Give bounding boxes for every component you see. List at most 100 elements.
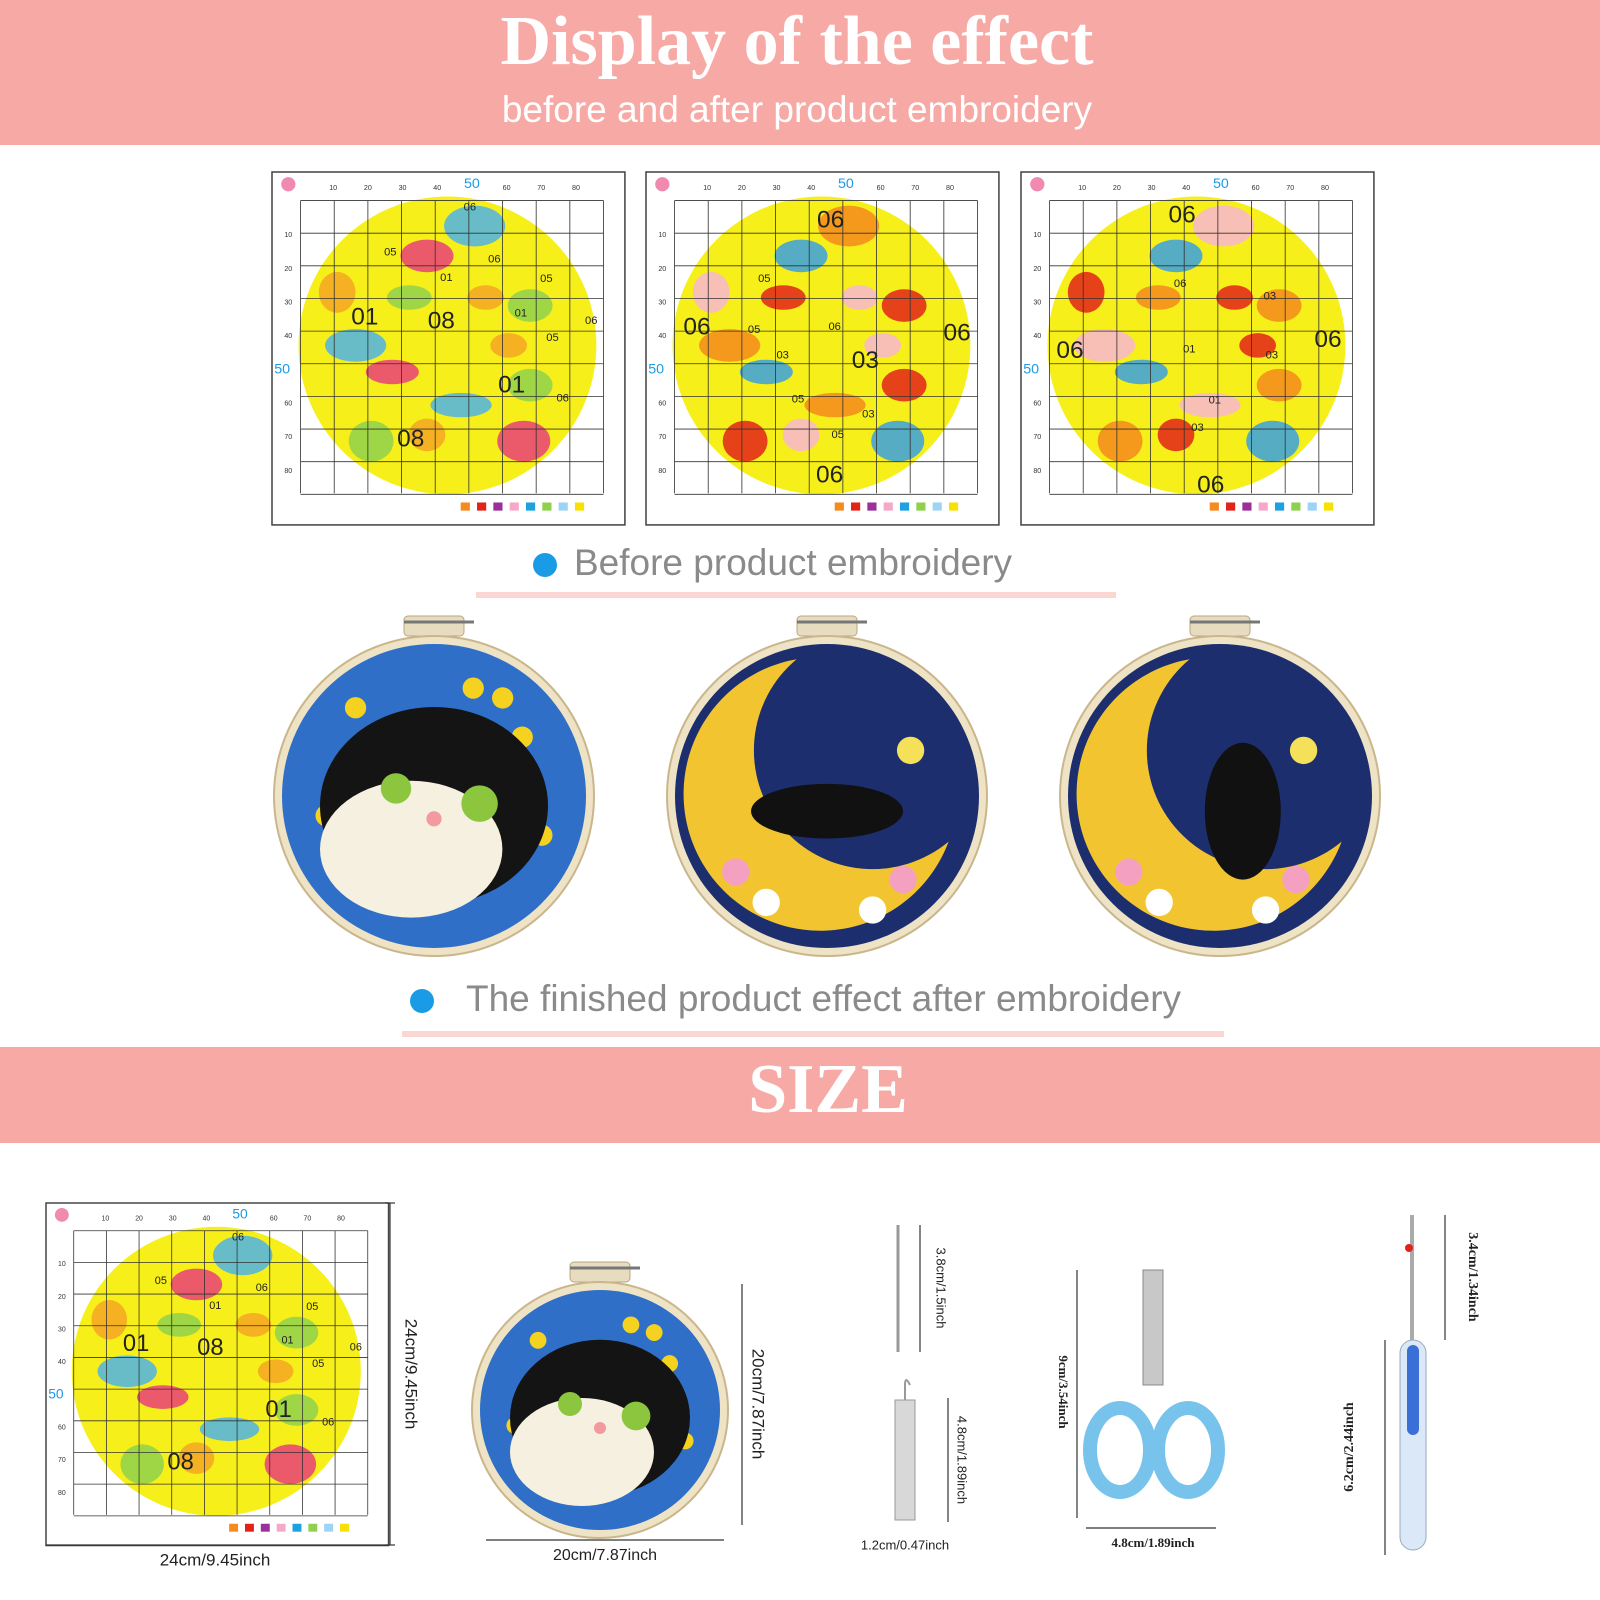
pattern-card: 10 20 30 40 50 60 70 80 10 20 30 40 50 60 70 80 06 05 06 01… [271, 171, 626, 526]
swatch [229, 1523, 239, 1532]
pattern-motif [1149, 239, 1203, 273]
axis-label: 80 [946, 184, 954, 192]
dimension-label: 24cm/9.45inch [402, 1319, 421, 1430]
axis-label: 30 [399, 184, 407, 192]
axis-label: 50 [48, 1386, 64, 1402]
eye [558, 1392, 582, 1416]
region-label: 08 [397, 426, 424, 453]
nose [594, 1422, 606, 1434]
pattern-motif [782, 418, 820, 452]
axis-label: 60 [58, 1425, 66, 1432]
region-label: 06 [556, 392, 568, 404]
pattern-motif [157, 1312, 202, 1337]
logo [1030, 177, 1045, 192]
region-label: 05 [384, 247, 396, 259]
axis-label: 70 [1033, 433, 1041, 441]
swatch [867, 502, 877, 511]
threader-wire [904, 1379, 911, 1400]
pattern-motif [170, 1268, 223, 1301]
region-label: 05 [832, 429, 844, 441]
pattern-card: 10 20 30 40 50 60 70 80 10 20 30 40 50 60 70 80 06 05 06 01… [45, 1202, 390, 1547]
swatch [558, 502, 568, 511]
axis-label: 30 [1033, 298, 1041, 306]
axis-label: 30 [658, 298, 666, 306]
pattern-fill [672, 196, 971, 495]
axis-label: 20 [1113, 184, 1121, 192]
axis-label: 70 [537, 184, 545, 192]
pattern-motif [235, 1312, 272, 1337]
swatch [308, 1523, 318, 1532]
size-title: SIZE [748, 1051, 908, 1128]
ripper-ball [1405, 1244, 1413, 1252]
region-label: 05 [792, 393, 804, 405]
swatch [1307, 502, 1317, 511]
region-label: 01 [282, 1334, 294, 1346]
axis-label: 80 [1321, 184, 1329, 192]
pattern-motif [325, 329, 387, 362]
axis-label: 10 [658, 231, 666, 239]
star [645, 1324, 663, 1341]
region-label: 06 [943, 320, 970, 347]
axis-label: 50 [648, 362, 664, 378]
axis-label: 80 [337, 1216, 345, 1223]
region-label: 06 [488, 254, 500, 266]
swatch [883, 502, 893, 511]
swatch [932, 502, 942, 511]
region-label: 01 [351, 303, 378, 330]
region-label: 03 [776, 350, 788, 362]
moon [1076, 659, 1342, 931]
pattern-motif [1097, 420, 1143, 462]
cat [751, 783, 903, 839]
region-label: 01 [440, 272, 452, 284]
pattern-motif [91, 1299, 128, 1340]
region-label: 01 [265, 1396, 291, 1423]
pattern-motif [1239, 333, 1276, 358]
region-label: 01 [515, 308, 527, 320]
axis-label: 70 [1286, 184, 1294, 192]
region-label: 08 [197, 1334, 223, 1361]
axis-label: 30 [773, 184, 781, 192]
pattern-motif [1179, 392, 1241, 418]
region-label: 05 [758, 273, 770, 285]
axis-label: 10 [329, 184, 337, 192]
swatch [1209, 502, 1219, 511]
axis-label: 20 [738, 184, 746, 192]
axis-label: 80 [284, 467, 292, 475]
region-label: 01 [1183, 343, 1195, 355]
flower [1251, 896, 1280, 924]
pattern-motif [818, 205, 880, 247]
region-label: 03 [1191, 422, 1203, 434]
pattern-motif [739, 359, 793, 385]
swatch [276, 1523, 286, 1532]
axis-label: 20 [1033, 265, 1041, 273]
swatch [525, 502, 536, 511]
region-label: 06 [1169, 201, 1196, 228]
cat-face [320, 780, 503, 918]
swatch [292, 1523, 302, 1532]
pattern-motif [444, 205, 506, 247]
eye [621, 1401, 651, 1431]
axis-label: 10 [284, 231, 292, 239]
axis-label: 60 [1033, 399, 1041, 407]
artwork: 10 20 30 40 50 60 70 80 10 20 30 40 50 60 70 80 06 05 06 01… [45, 171, 1480, 1569]
pattern-motif [760, 285, 806, 310]
axis-label: 40 [284, 332, 292, 340]
threader [894, 1399, 916, 1521]
axis-label: 70 [58, 1457, 66, 1464]
region-label: 05 [312, 1358, 324, 1370]
pattern-motif [257, 1359, 294, 1384]
logo [655, 177, 670, 192]
dimension-label: 20cm/7.87inch [749, 1349, 768, 1460]
hoop [1059, 615, 1381, 957]
pattern-motif [864, 333, 901, 358]
swatch [1323, 502, 1334, 511]
pattern-motif [490, 333, 527, 358]
hoop [471, 1261, 729, 1539]
region-label: 06 [1174, 278, 1186, 290]
flower [1282, 865, 1310, 894]
swatch [834, 502, 844, 511]
axis-label: 10 [1078, 184, 1086, 192]
swatch [574, 502, 585, 511]
pattern-card: 10 20 30 40 50 60 70 80 10 20 30 40 50 60 70 80 06 05 06 05… [645, 171, 1000, 526]
axis-label: 40 [203, 1216, 211, 1223]
